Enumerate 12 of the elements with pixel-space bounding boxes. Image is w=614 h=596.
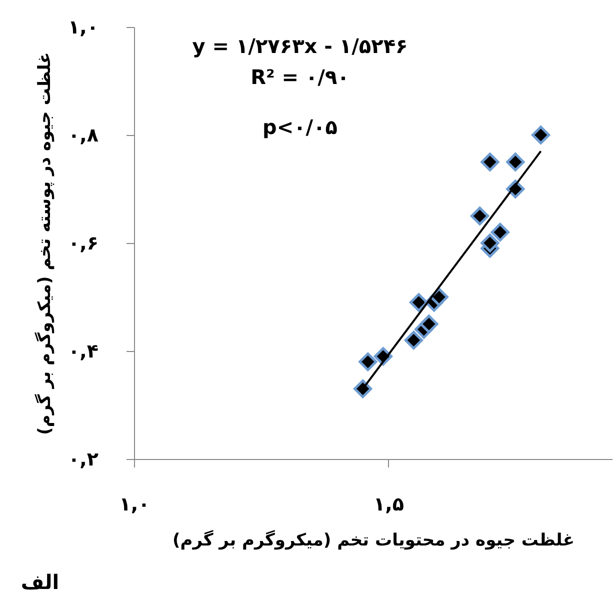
x-axis-title: غلظت جیوه در محتویات تخم (میکروگرم بر گرم) <box>172 530 574 550</box>
y-tick-label: ۰,۸ <box>68 124 99 146</box>
annotation: R² = ۰/۹۰ <box>250 65 350 89</box>
y-tick-label: ۰,۲ <box>68 448 99 470</box>
text: الف <box>20 570 60 594</box>
x-tick-label: ۱,۵ <box>374 494 404 516</box>
y-tick-label: ۰,۴ <box>68 340 98 362</box>
annotation: y = ۱/۲۷۶۳x - ۱/۵۲۴۶ <box>192 34 408 58</box>
y-tick-label: ۱,۰ <box>68 16 98 38</box>
y-axis-title: غلظت جیوه در پوسته تخم (میکروگرم بر گرم) <box>34 52 56 435</box>
annotation: p<۰/۰۵ <box>262 115 338 139</box>
y-tick-label: ۰,۶ <box>68 232 98 254</box>
